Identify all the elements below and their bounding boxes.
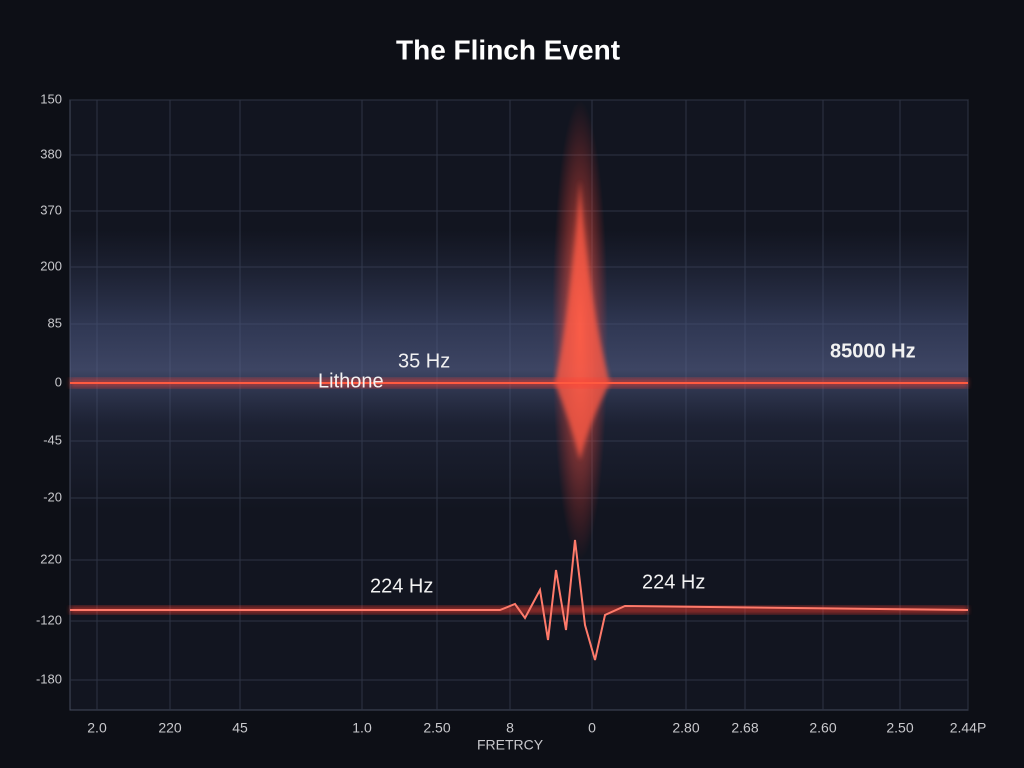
y-tick-label: 200 xyxy=(40,258,62,273)
x-axis-title: FRETRCY xyxy=(477,737,544,753)
x-tick-label: 2.50 xyxy=(886,720,913,736)
annotation: 224 Hz xyxy=(642,571,705,593)
y-tick-label: 150 xyxy=(40,91,62,106)
spectral-haze xyxy=(70,230,968,510)
chart-title: The Flinch Event xyxy=(396,34,620,65)
x-tick-label: 220 xyxy=(158,720,182,736)
annotation: Lithone xyxy=(318,370,384,392)
x-tick-label: 2.0 xyxy=(87,720,107,736)
y-tick-label: -20 xyxy=(43,489,62,504)
y-tick-label: 380 xyxy=(40,146,62,161)
x-tick-label: 2.44P xyxy=(950,720,987,736)
y-tick-label: -180 xyxy=(36,671,62,686)
spike xyxy=(555,180,610,460)
y-tick-label: 370 xyxy=(40,202,62,217)
y-tick-label: 0 xyxy=(55,374,62,389)
y-tick-label: 85 xyxy=(48,315,62,330)
annotation: 35 Hz xyxy=(398,350,450,372)
y-tick-label: 220 xyxy=(40,551,62,566)
x-tick-label: 2.60 xyxy=(809,720,836,736)
x-tick-label: 45 xyxy=(232,720,248,736)
trace-lower xyxy=(70,539,969,661)
annotation: 85000 Hz xyxy=(830,340,916,362)
y-tick-label: -120 xyxy=(36,612,62,627)
x-tick-label: 2.80 xyxy=(672,720,699,736)
x-tick-label: 0 xyxy=(588,720,596,736)
x-tick-label: 1.0 xyxy=(352,720,372,736)
annotation: 224 Hz xyxy=(370,575,433,597)
x-tick-label: 2.50 xyxy=(423,720,450,736)
y-tick-label: -45 xyxy=(43,432,62,447)
x-tick-label: 8 xyxy=(506,720,514,736)
x-tick-label: 2.68 xyxy=(731,720,758,736)
